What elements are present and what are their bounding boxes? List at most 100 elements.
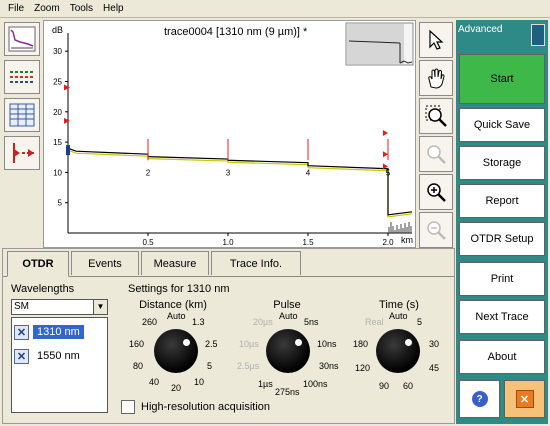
y-tick-label: 25	[53, 77, 62, 86]
table-view-button[interactable]	[4, 98, 40, 132]
event-label: 4	[306, 168, 311, 177]
x-tick-label: 2.0	[382, 238, 394, 247]
advanced-label: Advanced	[458, 24, 503, 35]
help-icon: ?	[471, 391, 488, 407]
time-label-180: 180	[353, 339, 369, 349]
y-tick-label: 30	[53, 47, 62, 56]
otdr-graph[interactable]: 5 10 15 20 25 30 0.5 1.0 1.5 2.0 2 3 4 5 trace0004 […	[43, 20, 416, 248]
menu-tools[interactable]: Tools	[69, 3, 94, 14]
x-tick-label: 0.5	[142, 238, 154, 247]
events-view-button[interactable]	[4, 60, 40, 94]
time-label-real: Real	[365, 317, 384, 327]
launch-marker	[66, 145, 70, 156]
tab-events[interactable]: Events	[71, 251, 139, 275]
pulse-label-30ns: 30ns	[319, 361, 339, 371]
menu-help[interactable]: Help	[103, 3, 124, 14]
y-tick-label: 15	[53, 138, 62, 147]
hand-icon	[428, 68, 445, 89]
close-icon: ✕	[515, 390, 534, 408]
zoom-out-icon	[427, 221, 446, 240]
markers-button[interactable]	[4, 136, 40, 170]
fiber-mode-select[interactable]: SM ▼	[11, 299, 108, 315]
graph-toolbar	[417, 20, 455, 248]
x-tick-label: 1.0	[222, 238, 234, 247]
fiber-mode-value: SM	[14, 301, 29, 312]
report-button[interactable]: Report	[459, 184, 545, 218]
high-resolution-checkbox[interactable]	[121, 400, 135, 414]
print-button[interactable]: Print	[459, 262, 545, 296]
checkbox-checked-icon[interactable]: ✕	[14, 348, 29, 364]
y-tick-label: 5	[58, 199, 63, 208]
pointer-button[interactable]	[419, 22, 453, 58]
knob-indicator	[295, 339, 302, 346]
pulse-label-1us: 1µs	[258, 379, 273, 389]
y-tick-label: 20	[53, 108, 62, 117]
y-tick-label: 10	[53, 168, 62, 177]
zoom-area-button[interactable]	[419, 98, 453, 134]
start-button[interactable]: Start	[459, 54, 545, 104]
chevron-down-icon[interactable]: ▼	[93, 300, 107, 314]
left-toolbar	[2, 20, 42, 240]
menu-file[interactable]: File	[8, 3, 25, 14]
menu-zoom[interactable]: Zoom	[34, 3, 60, 14]
dist-label-260: 260	[142, 317, 158, 327]
pulse-label-2-5us: 2.5µs	[237, 361, 260, 371]
x-unit-label: km	[401, 235, 413, 245]
otdr-setup-button[interactable]: OTDR Setup	[459, 222, 545, 256]
knob-indicator	[405, 339, 412, 346]
wavelength-label: 1550 nm	[37, 350, 80, 362]
marker-arrow[interactable]	[64, 117, 70, 124]
side-panel: Advanced Start Quick Save Storage Report…	[456, 20, 548, 424]
wavelength-list: ✕ 1310 nm ✕ 1550 nm	[11, 317, 108, 413]
quick-save-button[interactable]: Quick Save	[459, 108, 545, 142]
zoom-in-icon	[427, 183, 446, 202]
noise-path	[388, 222, 412, 233]
tab-otdr[interactable]: OTDR	[7, 251, 69, 277]
time-knob[interactable]	[376, 329, 420, 373]
end-marker-arrow[interactable]	[383, 151, 388, 158]
pointer-icon	[429, 29, 444, 50]
pulse-label-10ns: 10ns	[317, 339, 337, 349]
time-label-120: 120	[355, 363, 371, 373]
settings-title: Settings for 1310 nm	[128, 283, 230, 295]
distance-knob[interactable]	[154, 329, 198, 373]
zoom-fit-button[interactable]	[419, 136, 453, 172]
x-tick-label: 1.5	[302, 238, 314, 247]
tab-measure[interactable]: Measure	[141, 251, 209, 275]
pulse-label-275ns: 275ns	[275, 387, 300, 397]
pulse-label-5ns: 5ns	[304, 317, 319, 327]
noise-floor	[388, 222, 412, 233]
high-resolution-option[interactable]: High-resolution acquisition	[121, 400, 270, 414]
time-label-90: 90	[379, 381, 390, 391]
trace-chart[interactable]: 5 10 15 20 25 30 0.5 1.0 1.5 2.0 2 3 4 5	[44, 21, 415, 247]
wavelength-item-1550[interactable]: ✕ 1550 nm	[14, 346, 105, 366]
time-label-auto: Auto	[389, 311, 408, 321]
zoom-out-button[interactable]	[419, 212, 453, 248]
tab-trace-info[interactable]: Trace Info.	[211, 251, 301, 275]
pan-button[interactable]	[419, 60, 453, 96]
wavelengths-label: Wavelengths	[11, 283, 75, 295]
time-label-5: 5	[417, 317, 423, 327]
main-trace[interactable]	[67, 147, 413, 216]
help-button[interactable]: ?	[459, 380, 500, 418]
overview-thumbnail[interactable]	[345, 22, 414, 66]
end-marker-arrow[interactable]	[383, 163, 388, 170]
checkbox-checked-icon[interactable]: ✕	[14, 324, 29, 340]
settings-tabs-panel: OTDR Events Measure Trace Info. Waveleng…	[2, 248, 455, 424]
event-label: 2	[146, 168, 151, 177]
next-trace-button[interactable]: Next Trace	[459, 300, 545, 334]
trace-view-button[interactable]	[4, 22, 40, 56]
dist-label-20: 20	[171, 383, 182, 393]
pulse-knob[interactable]	[266, 329, 310, 373]
wavelength-item-1310[interactable]: ✕ 1310 nm	[14, 322, 105, 342]
event-label: 5	[386, 168, 391, 177]
time-title: Time (s)	[379, 299, 419, 311]
about-button[interactable]: About	[459, 340, 545, 374]
marker-arrow[interactable]	[64, 84, 70, 91]
time-label-45: 45	[429, 363, 440, 373]
storage-button[interactable]: Storage	[459, 146, 545, 180]
end-marker-arrow[interactable]	[383, 130, 388, 136]
wavelength-label: 1310 nm	[33, 325, 84, 339]
exit-button[interactable]: ✕	[504, 380, 545, 418]
zoom-in-button[interactable]	[419, 174, 453, 210]
